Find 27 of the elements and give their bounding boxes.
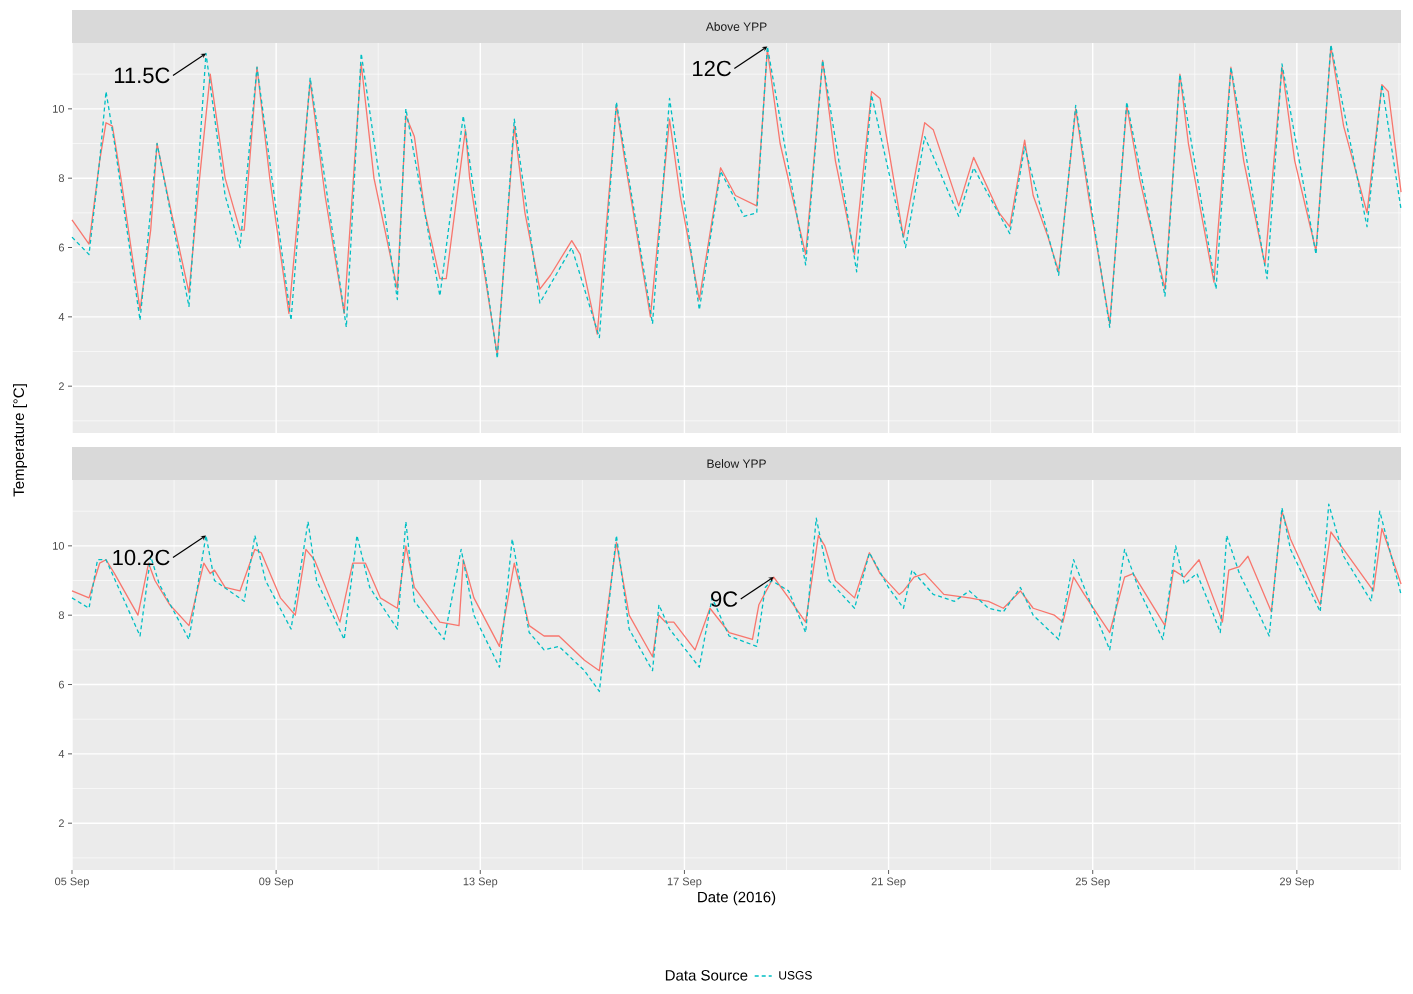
- y-tick-label: 10: [53, 541, 65, 550]
- x-tick-label: 05 Sep: [55, 877, 89, 888]
- annotation: 9C: [711, 591, 738, 607]
- annotation: 10.2C: [113, 549, 170, 566]
- legend-title: Data Source: [665, 970, 748, 981]
- y-tick-label: 4: [58, 750, 65, 758]
- legend-label: USGS: [779, 971, 812, 980]
- y-tick-label: 10: [53, 104, 65, 113]
- y-tick-label: 2: [58, 819, 64, 828]
- x-tick-label: 25 Sep: [1075, 877, 1110, 888]
- chart-title: Below YPP: [707, 459, 766, 468]
- y-tick-label: 6: [58, 680, 65, 689]
- x-tick-label: 21 Sep: [871, 877, 906, 888]
- y-tick-label: 6: [58, 243, 65, 252]
- x-tick-label: 13 Sep: [463, 877, 498, 888]
- x-tick-label: 17 Sep: [667, 877, 702, 888]
- chart-title: Above YPP: [705, 22, 767, 31]
- y-axis-title: Temperature [°C]: [13, 384, 27, 497]
- x-tick-label: 29 Sep: [1279, 877, 1314, 888]
- x-axis-title: Date (2016): [698, 891, 776, 906]
- y-tick-label: 4: [58, 313, 65, 321]
- annotation: 12C: [693, 60, 731, 77]
- annotation: 11.5C: [114, 67, 170, 84]
- x-tick-label: 09 Sep: [259, 877, 294, 888]
- y-tick-label: 2: [58, 382, 64, 391]
- y-tick-label: 8: [58, 174, 65, 183]
- y-tick-label: 8: [58, 611, 65, 620]
